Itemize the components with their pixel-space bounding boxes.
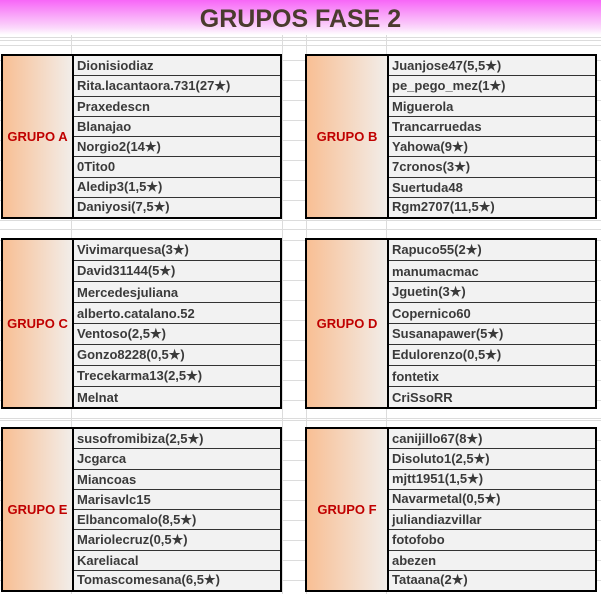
member-cell[interactable]: fontetix — [389, 366, 595, 387]
member-cell[interactable]: Mercedesjuliana — [74, 282, 280, 303]
member-cell[interactable]: Praxedescn — [74, 97, 280, 117]
member-cell[interactable]: Trancarruedas — [389, 117, 595, 137]
member-cell[interactable]: Tomascomesana(6,5★) — [77, 572, 220, 588]
member-cell[interactable]: Mariolecruz(0,5★) — [74, 530, 280, 551]
member-cell[interactable]: abezen — [389, 551, 595, 571]
member-cell[interactable]: Jguetin(3★) — [389, 282, 595, 303]
member-cell[interactable]: Ventoso(2,5★) — [74, 324, 280, 345]
member-cell[interactable]: Jcgarca — [74, 449, 280, 470]
member-cell[interactable]: pe_pego_mez(1★) — [389, 76, 595, 97]
member-cell[interactable]: manumacmac — [389, 261, 595, 282]
member-cell[interactable]: mjtt1951(1,5★) — [389, 470, 595, 490]
member-cell[interactable]: Trecekarma13(2,5★) — [74, 366, 280, 387]
sheet-title: GRUPOS FASE 2 — [0, 0, 601, 35]
group-c: GRUPO C Vivimarquesa(3★) David31144(5★) Mer… — [1, 238, 282, 409]
member-cell[interactable]: Vivimarquesa(3★) — [74, 240, 280, 261]
member-cell[interactable]: Miancoas — [74, 470, 280, 490]
member-cell[interactable]: 0Tito0 — [74, 157, 280, 178]
member-list: Dionisiodiaz Rita.lacantaora.731(27★) Prax… — [74, 56, 280, 217]
member-cell[interactable]: Aledip3(1,5★) — [74, 178, 280, 198]
group-label: GRUPO D — [307, 240, 389, 407]
group-label: GRUPO B — [307, 56, 389, 217]
member-cell[interactable]: Rita.lacantaora.731(27★) — [74, 76, 280, 97]
member-cell[interactable]: Juanjose47(5,5★) — [389, 56, 595, 77]
member-cell[interactable]: Marisavlc15 — [74, 490, 280, 510]
member-cell[interactable]: Navarmetal(0,5★) — [389, 490, 595, 510]
member-cell[interactable]: Norgio2(14★) — [74, 137, 280, 158]
member-cell[interactable]: Tataana(2★) — [392, 572, 468, 588]
member-cell[interactable]: canijillo67(8★) — [389, 429, 595, 450]
member-cell[interactable]: Rapuco55(2★) — [389, 240, 595, 261]
group-label: GRUPO F — [307, 429, 389, 590]
member-cell[interactable]: Blanajao — [74, 117, 280, 137]
group-label: GRUPO C — [3, 240, 74, 407]
member-cell[interactable]: Dionisiodiaz — [74, 56, 280, 77]
gridline — [0, 229, 601, 230]
member-list: canijillo67(8★) Disoluto1(2,5★) mjtt1951(1… — [389, 429, 595, 590]
member-cell[interactable]: David31144(5★) — [74, 261, 280, 282]
member-cell[interactable]: alberto.catalano.52 — [74, 303, 280, 324]
member-cell[interactable]: Melnat — [77, 389, 119, 405]
gridline — [0, 37, 601, 38]
member-cell[interactable]: Gonzo8228(0,5★) — [74, 345, 280, 366]
member-cell[interactable]: susofromibiza(2,5★) — [74, 429, 280, 450]
member-cell[interactable]: Copernico60 — [389, 303, 595, 324]
group-d: GRUPO D Rapuco55(2★) manumacmac Jguetin(3★)… — [305, 238, 597, 409]
member-list: Vivimarquesa(3★) David31144(5★) Mercedesju… — [74, 240, 280, 407]
member-cell[interactable]: Edulorenzo(0,5★) — [389, 345, 595, 366]
member-cell[interactable]: 7cronos(3★) — [389, 157, 595, 178]
group-a: GRUPO A Dionisiodiaz Rita.lacantaora.731(2… — [1, 54, 282, 219]
gridline — [0, 45, 601, 46]
member-cell[interactable]: Disoluto1(2,5★) — [389, 449, 595, 470]
group-label: GRUPO A — [3, 56, 74, 217]
member-cell[interactable]: Yahowa(9★) — [389, 137, 595, 158]
group-b: GRUPO B Juanjose47(5,5★) pe_pego_mez(1★) Mi… — [305, 54, 597, 219]
group-label: GRUPO E — [3, 429, 74, 590]
member-cell[interactable]: Daniyosi(7,5★) — [77, 199, 170, 215]
gridline — [0, 418, 601, 419]
member-list: Rapuco55(2★) manumacmac Jguetin(3★) Coperni… — [389, 240, 595, 407]
member-cell[interactable]: juliandiazvillar — [389, 510, 595, 531]
member-cell[interactable]: Miguerola — [389, 97, 595, 117]
member-cell[interactable]: Kareliacal — [74, 551, 280, 571]
member-cell[interactable]: fotofobo — [389, 530, 595, 551]
gridline — [282, 35, 283, 594]
member-cell[interactable]: Susanapawer(5★) — [389, 324, 595, 345]
member-cell[interactable]: Rgm2707(11,5★) — [392, 199, 495, 215]
member-list: Juanjose47(5,5★) pe_pego_mez(1★) Miguerola… — [389, 56, 595, 217]
member-cell[interactable]: CriSsoRR — [392, 389, 453, 405]
member-cell[interactable]: Suertuda48 — [389, 178, 595, 198]
member-cell[interactable]: Elbancomalo(8,5★) — [74, 510, 280, 531]
member-list: susofromibiza(2,5★) Jcgarca Miancoas Marisa… — [74, 429, 280, 590]
